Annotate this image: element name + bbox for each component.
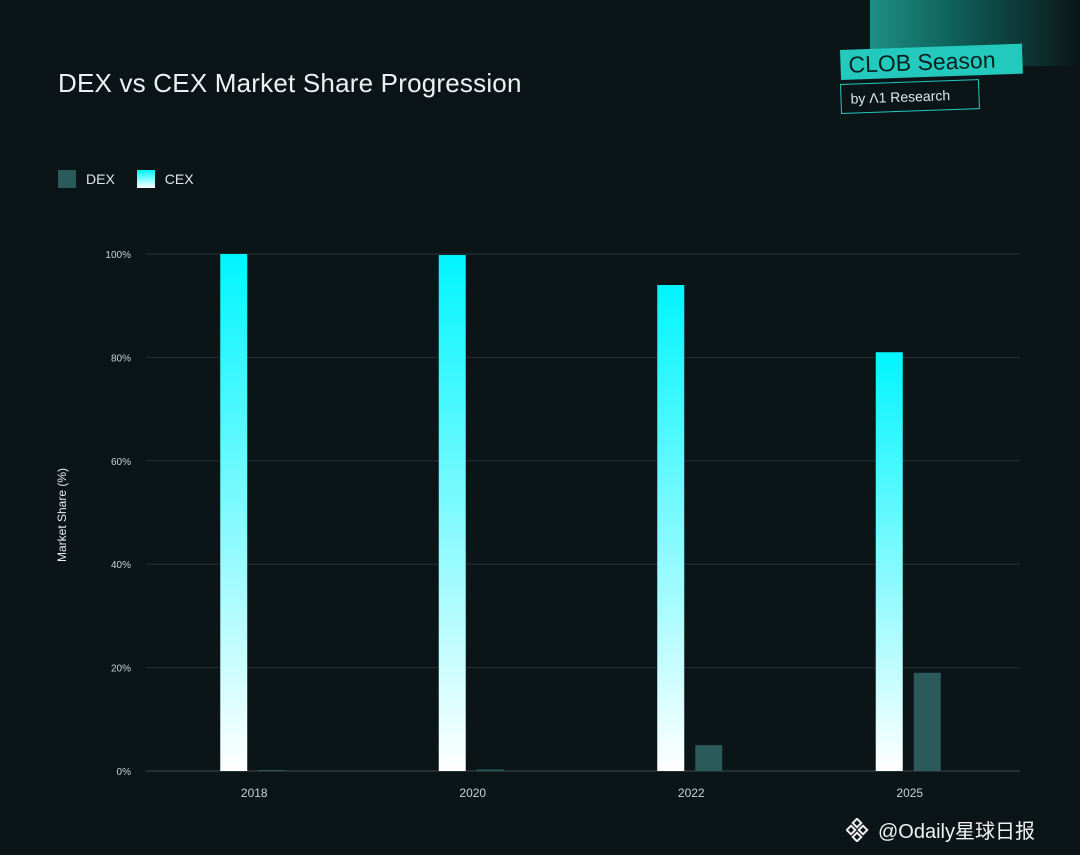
y-tick-labels: 0% 20% 40% 60% 80% 100%	[105, 250, 131, 778]
legend-item-cex: CEX	[136, 170, 194, 188]
bar-dex-2018	[258, 770, 286, 771]
x-tick-label: 2022	[678, 786, 705, 800]
x-tick-label: 2018	[241, 786, 268, 800]
bar-cex-2020	[438, 255, 466, 771]
x-tick-label: 2020	[459, 786, 486, 800]
bar-dex-2020	[476, 769, 504, 771]
legend-label-cex: CEX	[164, 171, 194, 187]
y-tick-label: 60%	[111, 457, 131, 468]
bar-cex-2018	[220, 254, 248, 771]
x-tick-labels: 2018 2020 2022 2025	[241, 786, 924, 800]
y-tick-label: 20%	[111, 664, 131, 675]
legend: DEX CEX	[58, 170, 216, 188]
y-tick-label: 80%	[111, 353, 131, 364]
bar-dex-2022	[695, 745, 723, 771]
binance-diamond-icon	[846, 817, 869, 842]
legend-label-dex: DEX	[86, 171, 115, 187]
bar-dex-2025	[913, 672, 941, 771]
grid-lines	[146, 253, 1020, 772]
legend-item-dex: DEX	[58, 170, 115, 188]
watermark: @Odaily星球日报	[846, 815, 1035, 844]
bar-cex-2025	[875, 352, 903, 771]
bars	[220, 254, 941, 771]
legend-swatch-dex	[58, 170, 76, 188]
watermark-text: @Odaily星球日报	[878, 821, 1035, 843]
bar-cex-2022	[657, 285, 685, 771]
y-tick-label: 0%	[117, 767, 132, 778]
x-tick-label: 2025	[896, 786, 923, 800]
y-tick-label: 100%	[105, 250, 131, 261]
legend-swatch-cex	[136, 170, 155, 188]
chart-title: DEX vs CEX Market Share Progression	[58, 68, 522, 98]
y-tick-label: 40%	[111, 560, 131, 571]
